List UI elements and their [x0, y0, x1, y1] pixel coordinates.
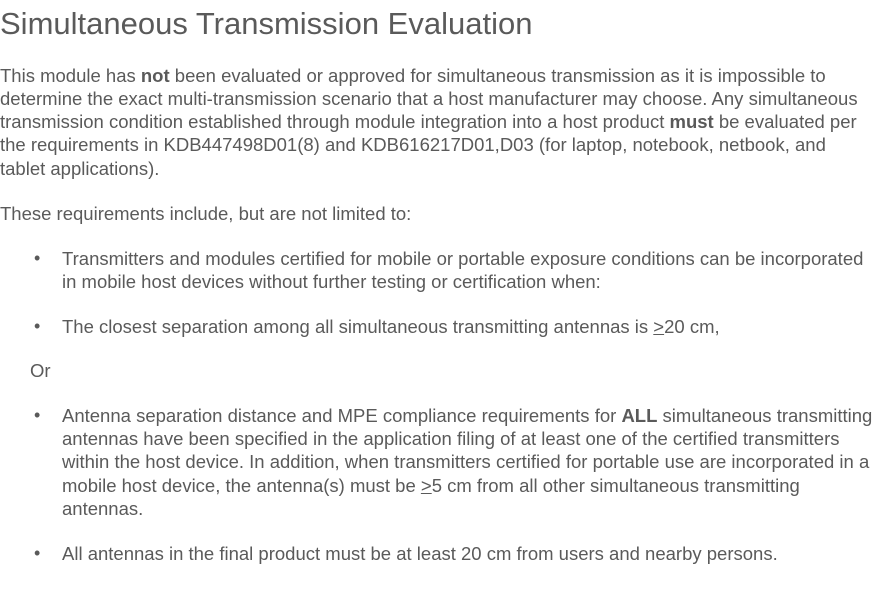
list-item: Antenna separation distance and MPE comp… — [62, 404, 873, 520]
list-item: The closest separation among all simulta… — [62, 315, 873, 338]
intro-paragraph: This module has not been evaluated or ap… — [0, 64, 873, 180]
bold-all: ALL — [621, 405, 657, 426]
underline-gte: > — [653, 316, 664, 337]
list-item: All antennas in the final product must b… — [62, 542, 873, 565]
underline-gte: > — [421, 475, 432, 496]
bold-must: must — [670, 111, 714, 132]
page-title: Simultaneous Transmission Evaluation — [0, 0, 873, 42]
text-segment: 20 cm, — [664, 316, 720, 337]
text-segment: The closest separation among all simulta… — [62, 316, 653, 337]
list-item: Transmitters and modules certified for m… — [62, 247, 873, 293]
requirements-intro: These requirements include, but are not … — [0, 202, 873, 225]
document-body: Simultaneous Transmission Evaluation Thi… — [0, 0, 881, 565]
text-segment: Antenna separation distance and MPE comp… — [62, 405, 621, 426]
requirements-list: Transmitters and modules certified for m… — [0, 247, 873, 338]
bold-not: not — [141, 65, 170, 86]
requirements-list-continued: Antenna separation distance and MPE comp… — [0, 404, 873, 565]
or-separator: Or — [30, 360, 873, 382]
text-segment: This module has — [0, 65, 141, 86]
